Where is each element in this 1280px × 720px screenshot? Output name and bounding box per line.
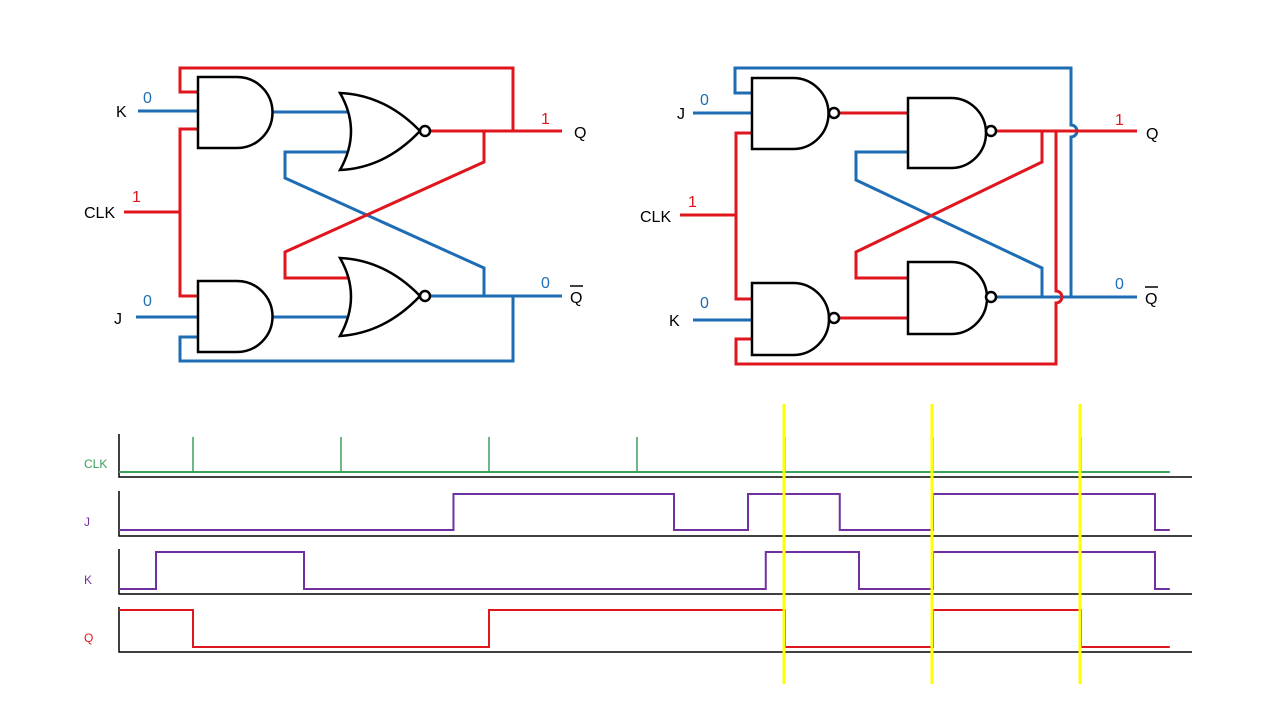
nand-gate-bottom-right (906, 260, 989, 336)
value-j: 0 (700, 92, 709, 109)
waveform-j (119, 493, 1170, 531)
label-qbar: Q (1145, 291, 1157, 308)
label-clk: CLK (84, 205, 115, 222)
wire-q-cross (854, 131, 1044, 280)
nand-gate-top-right (906, 96, 988, 170)
nor-top-bubble (418, 124, 432, 138)
waveform-q (119, 609, 1170, 648)
label-k: K (116, 104, 127, 121)
waveform-k (119, 551, 1170, 590)
value-clk: 1 (132, 189, 141, 206)
nand-bubble (984, 290, 998, 304)
nor-gate-top (337, 91, 422, 172)
wire-clk (680, 131, 752, 301)
wire-q-cross (283, 131, 486, 280)
label-q: Q (1146, 126, 1158, 143)
wire-qbar-feedback-bottom (178, 296, 515, 363)
wire-qbar-feedback-top (733, 66, 1079, 297)
label-k-signal: K (84, 573, 92, 587)
value-q: 1 (541, 111, 550, 128)
value-clk: 1 (688, 194, 697, 211)
label-qbar: Q (570, 290, 582, 307)
and-gate-bottom (196, 279, 274, 354)
nor-bottom-bubble (418, 289, 432, 303)
label-clk-signal: CLK (84, 457, 107, 471)
wire-q-feedback-top (178, 66, 515, 131)
left-circuit: K 0 CLK 1 J 0 1 Q 0 Q (84, 66, 586, 363)
wire-clk (124, 127, 198, 298)
value-qbar: 0 (541, 275, 550, 292)
label-q: Q (574, 125, 586, 142)
nand-gate-top-left (750, 76, 830, 151)
label-clk: CLK (640, 209, 671, 226)
and-gate-top (196, 75, 274, 150)
timing-axis (118, 549, 1192, 595)
nand-bubble (984, 124, 998, 138)
timing-axis (118, 434, 1192, 478)
wire-qbar-cross (854, 150, 1044, 297)
wire-q-feedback-bottom (734, 131, 1064, 366)
nand-bubble (827, 311, 841, 325)
timing-axis (118, 607, 1192, 653)
label-k: K (669, 313, 680, 330)
nor-gate-bottom (337, 256, 422, 338)
label-j: J (114, 311, 122, 328)
value-k: 0 (700, 295, 709, 312)
nand-bubble (827, 106, 841, 120)
value-q: 1 (1115, 112, 1124, 129)
timing-axis (118, 491, 1192, 537)
label-j-signal: J (84, 515, 90, 529)
value-k: 0 (143, 90, 152, 107)
value-qbar: 0 (1115, 276, 1124, 293)
label-q-signal: Q (84, 631, 93, 645)
nand-gate-bottom-left (750, 281, 831, 357)
label-j: J (677, 106, 685, 123)
value-j: 0 (143, 293, 152, 310)
timing-diagram: CLK J K Q (84, 404, 1192, 684)
right-circuit: J 0 CLK 1 K 0 1 Q 0 Q (640, 66, 1158, 366)
wire-qbar-cross (283, 150, 486, 296)
